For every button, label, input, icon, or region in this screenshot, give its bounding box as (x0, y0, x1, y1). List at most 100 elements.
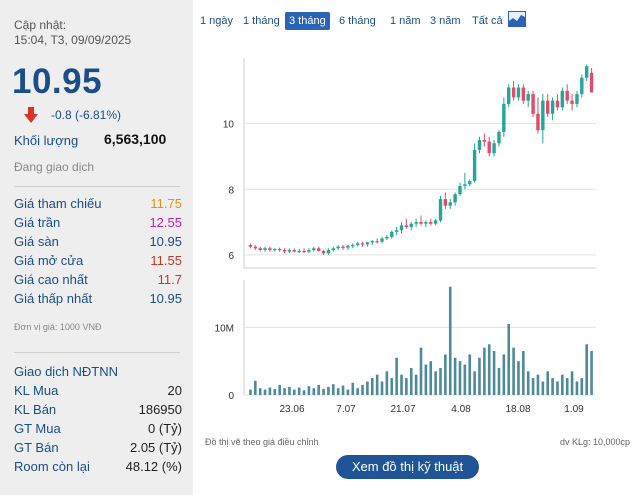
volume-bar (502, 354, 506, 395)
candle-body (380, 238, 384, 242)
low-price-row: Giá thấp nhất 10.95 (14, 291, 182, 309)
volume-bar (331, 384, 335, 395)
volume-bar (473, 371, 476, 395)
candle-body (516, 87, 521, 98)
candle-body (550, 100, 555, 114)
candle-body (511, 87, 516, 98)
volume-bar (575, 381, 579, 395)
foreign-title-row: Giao dịch NĐTNN (14, 364, 182, 382)
candle-body (570, 100, 574, 104)
floor-price-label: Giá sàn (14, 234, 59, 249)
volume-bar (497, 367, 501, 395)
candle-body (326, 249, 331, 254)
volume-bar (307, 386, 311, 395)
candle-body (263, 248, 267, 250)
candle-body (336, 246, 340, 249)
candle-body (497, 131, 501, 144)
volume-bar (278, 384, 281, 395)
foreign-sell-val-row: GT Bán 2.05 (Tỷ) (14, 440, 182, 458)
candle-body (545, 100, 550, 114)
tab-all[interactable]: Tất cả (472, 15, 503, 27)
volume-bar (570, 371, 574, 395)
volume-bar (565, 378, 569, 395)
open-price-label: Giá mở cửa (14, 253, 84, 268)
volume-bar (458, 361, 462, 395)
volume-bar (273, 388, 277, 395)
tab-1-day[interactable]: 1 ngày (200, 15, 234, 27)
candle-body (555, 100, 560, 108)
open-price-row: Giá mở cửa 11.55 (14, 253, 182, 271)
price-tick-label: 8 (228, 185, 234, 196)
foreign-buy-vol-row: KL Mua 20 (14, 383, 182, 401)
volume-bar (546, 371, 550, 395)
foreign-sell-vol-label: KL Bán (14, 402, 57, 417)
volume-bar (312, 388, 316, 395)
candle-body (365, 242, 370, 245)
volume-bar (390, 378, 394, 395)
adjusted-price-note: Đồ thị vẽ theo giá điều chỉnh (205, 437, 319, 447)
x-tick-label: 18.08 (505, 404, 530, 415)
ref-price-label: Giá tham chiếu (14, 196, 102, 211)
candle-body (584, 66, 589, 78)
candle-body (248, 245, 253, 247)
volume-bar (400, 374, 403, 395)
technical-chart-button[interactable]: Xem đồ thị kỹ thuật (336, 455, 479, 479)
candle-body (351, 245, 355, 247)
foreign-buy-val-row: GT Mua 0 (Tỷ) (14, 421, 182, 439)
volume-bar (351, 382, 355, 395)
candle-body (531, 94, 535, 114)
volume-bar (356, 388, 359, 395)
tab-6-months[interactable]: 6 tháng (339, 15, 376, 27)
volume-bar (448, 286, 452, 395)
volume-bar (561, 374, 564, 395)
tab-1-month[interactable]: 1 tháng (243, 15, 280, 27)
volume-bar (322, 388, 325, 395)
volume-bar (297, 387, 301, 395)
volume-bar (302, 390, 306, 395)
divider (14, 352, 180, 353)
candle-body (282, 249, 287, 252)
x-tick-label: 7.07 (336, 404, 356, 415)
volume-bar (258, 388, 262, 395)
tab-3-years[interactable]: 3 năm (430, 15, 461, 27)
candle-body (253, 246, 258, 249)
volume-bar (541, 381, 545, 395)
volume-tick-label: 0 (228, 391, 234, 402)
x-tick-label: 4.08 (451, 404, 471, 415)
foreign-room-row: Room còn lại 48.12 (%) (14, 459, 182, 477)
candle-body (375, 241, 379, 243)
candle-body (453, 194, 457, 203)
volume-unit-note: dv KLg: 10,000cp (559, 437, 630, 447)
tab-1-year[interactable]: 1 năm (390, 15, 421, 27)
volume-bar (483, 347, 486, 395)
updated-time: 15:04, T3, 09/09/2025 (14, 33, 132, 47)
foreign-buy-vol-value: 20 (167, 383, 182, 398)
quote-panel: Cập nhật: 15:04, T3, 09/09/2025 10.95 -0… (0, 0, 193, 495)
candle-body (468, 181, 472, 185)
volume-bar (536, 374, 540, 395)
low-price-value: 10.95 (149, 291, 182, 306)
candle-body (360, 243, 365, 245)
price-unit-note: Đơn vị giá: 1000 VNĐ (14, 322, 102, 332)
candle-body (458, 185, 462, 195)
candle-body (390, 231, 394, 237)
candlesticks (248, 64, 594, 255)
candle-body (463, 184, 467, 186)
candle-body (419, 222, 423, 224)
volume-bar (429, 361, 433, 395)
chart-line-icon[interactable] (508, 11, 526, 27)
candle-body (521, 87, 526, 101)
volume-bar (556, 381, 559, 395)
tab-3-months[interactable]: 3 tháng (285, 12, 330, 30)
candle-body (394, 230, 399, 232)
volume-bar (585, 344, 588, 395)
x-tick-label: 21.07 (390, 404, 415, 415)
high-price-value: 11.7 (157, 272, 182, 287)
candle-body (536, 113, 540, 131)
candle-body (424, 222, 428, 224)
volume-bar (361, 384, 364, 395)
volume-tick-label: 10M (215, 323, 234, 334)
volume-value: 6,563,100 (104, 131, 167, 147)
candle-body (492, 143, 496, 154)
foreign-buy-val-label: GT Mua (14, 421, 61, 436)
